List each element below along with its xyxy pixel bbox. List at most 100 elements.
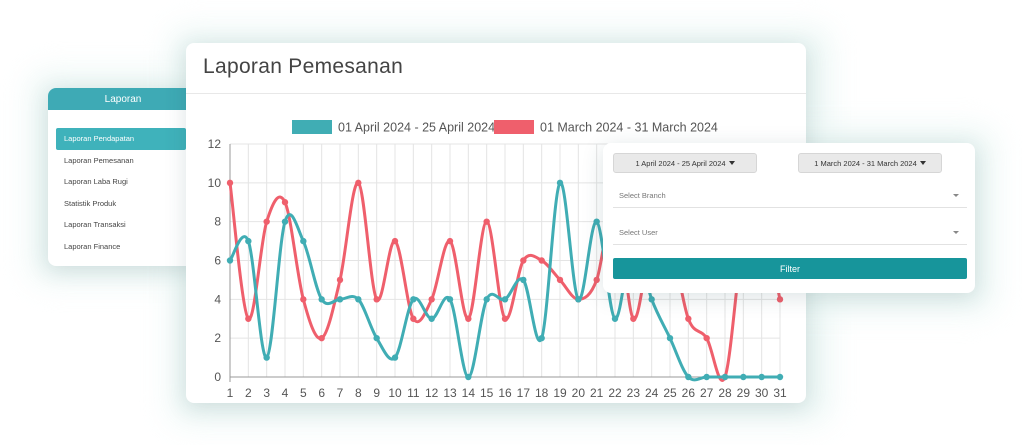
data-point xyxy=(703,334,710,342)
y-tick-label: 10 xyxy=(208,176,222,190)
x-tick-label: 12 xyxy=(425,386,439,400)
caret-down-icon xyxy=(919,161,926,165)
data-point xyxy=(556,276,564,284)
data-point xyxy=(281,199,289,206)
x-tick-label: 3 xyxy=(263,386,270,400)
filter-panel: 1 April 2024 - 25 April 2024 1 March 202… xyxy=(603,143,975,293)
x-tick-label: 29 xyxy=(737,386,751,400)
page-title: Laporan Pemesanan xyxy=(203,55,404,78)
x-tick-label: 24 xyxy=(645,386,659,400)
legend-label: 01 March 2024 - 31 March 2024 xyxy=(540,121,718,135)
y-tick-label: 12 xyxy=(208,137,222,151)
x-tick-label: 10 xyxy=(388,386,402,400)
chevron-down-icon xyxy=(953,193,959,197)
data-point xyxy=(501,296,509,303)
data-point xyxy=(611,315,619,322)
legend-swatch xyxy=(494,120,534,134)
user-select-placeholder: Select User xyxy=(619,227,658,237)
x-tick-label: 8 xyxy=(355,386,362,400)
data-point xyxy=(355,179,362,187)
x-tick-label: 30 xyxy=(755,386,769,400)
data-point xyxy=(391,237,399,245)
data-point xyxy=(373,296,380,303)
data-point xyxy=(758,373,765,381)
x-tick-label: 19 xyxy=(553,386,567,400)
x-tick-label: 23 xyxy=(627,386,641,400)
x-tick-label: 7 xyxy=(337,386,344,400)
data-point xyxy=(776,296,784,303)
x-tick-label: 18 xyxy=(535,386,549,400)
data-point xyxy=(556,179,564,187)
menu-item-laporan-laba-rugi[interactable]: Laporan Laba Rugi xyxy=(64,177,128,187)
caret-down-icon xyxy=(728,161,735,165)
data-point xyxy=(263,354,270,361)
x-tick-label: 16 xyxy=(498,386,512,400)
data-point xyxy=(373,334,380,342)
x-tick-label: 11 xyxy=(407,386,420,400)
data-point xyxy=(483,296,490,303)
data-point xyxy=(428,315,435,322)
x-tick-label: 15 xyxy=(480,386,494,400)
y-tick-label: 0 xyxy=(214,370,221,384)
data-point xyxy=(245,237,252,245)
x-tick-label: 9 xyxy=(373,386,380,400)
data-point xyxy=(300,296,307,303)
x-tick-label: 13 xyxy=(443,386,457,400)
date-range-2-label: 1 March 2024 - 31 March 2024 xyxy=(814,158,917,168)
data-point xyxy=(300,237,307,245)
data-point xyxy=(428,296,435,303)
data-point xyxy=(446,237,454,245)
data-point xyxy=(630,315,637,322)
x-tick-label: 28 xyxy=(718,386,732,400)
menu-item-laporan-transaksi[interactable]: Laporan Transaksi xyxy=(64,220,126,230)
y-tick-label: 2 xyxy=(214,331,221,345)
menu-item-laporan-pendapatan[interactable]: Laporan Pendapatan xyxy=(56,128,186,150)
x-tick-label: 31 xyxy=(773,386,787,400)
data-point xyxy=(446,296,454,303)
data-point xyxy=(355,296,362,303)
x-tick-label: 14 xyxy=(462,386,476,400)
filter-button[interactable]: Filter xyxy=(613,258,967,279)
data-point xyxy=(318,334,325,342)
chevron-down-icon xyxy=(953,230,959,234)
data-point xyxy=(281,218,289,225)
data-point xyxy=(520,257,527,264)
data-point xyxy=(575,296,582,303)
data-point xyxy=(721,373,729,381)
x-tick-label: 6 xyxy=(318,386,325,400)
date-range-2-dropdown[interactable]: 1 March 2024 - 31 March 2024 xyxy=(798,153,942,173)
data-point xyxy=(410,296,417,303)
data-point xyxy=(648,296,655,303)
x-tick-label: 17 xyxy=(517,386,531,400)
branch-select[interactable]: Select Branch xyxy=(613,183,967,208)
y-tick-label: 6 xyxy=(214,254,221,268)
series-line-1 xyxy=(228,181,780,382)
data-point xyxy=(465,315,472,322)
report-menu-card: Laporan Laporan Pendapatan Laporan Pemes… xyxy=(48,88,198,266)
data-point xyxy=(703,373,710,381)
data-point xyxy=(666,334,674,342)
data-point xyxy=(501,315,509,322)
menu-item-statistik-produk[interactable]: Statistik Produk xyxy=(64,198,117,208)
menu-item-laporan-pemesanan[interactable]: Laporan Pemesanan xyxy=(64,155,134,165)
data-point xyxy=(593,218,600,225)
data-point xyxy=(263,218,270,225)
x-tick-label: 22 xyxy=(608,386,622,400)
data-point xyxy=(520,276,527,284)
x-tick-label: 1 xyxy=(227,386,234,400)
branch-select-placeholder: Select Branch xyxy=(619,190,666,200)
date-range-1-label: 1 April 2024 - 25 April 2024 xyxy=(635,158,726,168)
menu-list: Laporan Pendapatan Laporan Pemesanan Lap… xyxy=(48,110,198,257)
data-point xyxy=(685,373,692,381)
data-point xyxy=(226,179,234,187)
x-tick-label: 4 xyxy=(282,386,289,400)
data-point xyxy=(318,296,325,303)
menu-item-laporan-finance[interactable]: Laporan Finance xyxy=(64,241,121,251)
x-tick-label: 25 xyxy=(663,386,677,400)
user-select[interactable]: Select User xyxy=(613,220,967,245)
data-point xyxy=(538,257,545,264)
date-range-1-dropdown[interactable]: 1 April 2024 - 25 April 2024 xyxy=(613,153,757,173)
legend-label: 01 April 2024 - 25 April 2024 xyxy=(338,121,495,135)
data-point xyxy=(685,315,692,322)
data-point xyxy=(465,373,472,381)
